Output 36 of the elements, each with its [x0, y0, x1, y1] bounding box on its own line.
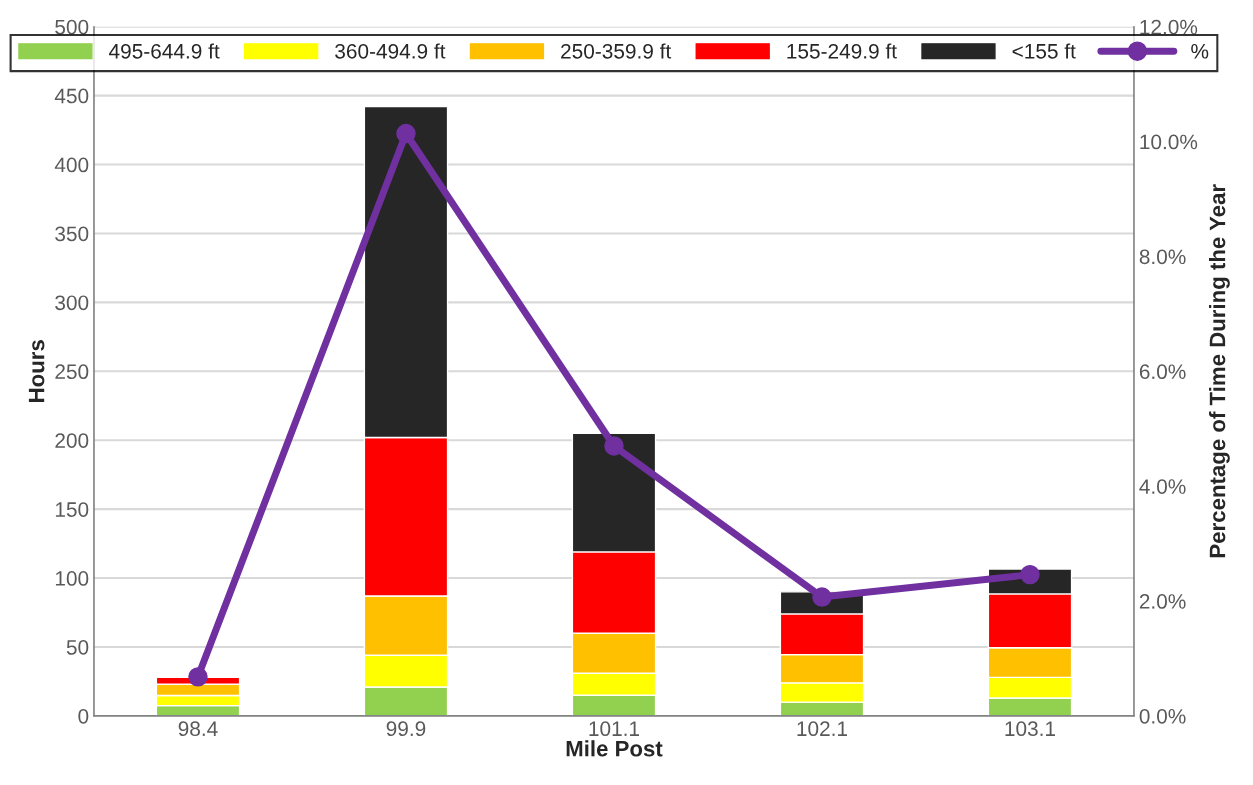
point [396, 123, 416, 144]
y-tick-label: 100 [55, 571, 89, 586]
y-tick-label: 250 [55, 364, 89, 380]
point [604, 436, 624, 456]
y2-tick-label: 4.0% [1139, 479, 1186, 494]
legend-label: 155-249.9 ft [787, 43, 897, 59]
x-tick-label: 98.4 [178, 721, 218, 737]
y2-tick-label: 10.0% [1140, 134, 1198, 150]
x-tick-label: 101.1 [589, 721, 640, 737]
y-tick-label: 150 [55, 502, 89, 517]
y-tick-label: 200 [55, 433, 89, 448]
y2-axis-title: Percentage of Time During the Year [1209, 184, 1230, 558]
y2-tick-label: 12.0% [1140, 19, 1198, 35]
x-axis-title: Mile Post [566, 740, 663, 757]
y-tick-label: 450 [54, 88, 89, 104]
y2-tick-label: 6.0% [1139, 364, 1186, 380]
legend-label: 360-494.9 ft [335, 43, 446, 59]
legend-label: 495-644.9 ft [109, 43, 220, 59]
y-tick-label: 400 [54, 157, 89, 173]
point [812, 587, 832, 607]
x-tick-label: 99.9 [386, 721, 426, 737]
y-tick-label: 300 [55, 295, 89, 311]
y2-tick-label: 8.0% [1139, 249, 1186, 265]
y-tick-label: 350 [55, 226, 89, 242]
y-axis-title: Hours [28, 340, 45, 402]
y2-tick-label: 0.0% [1139, 708, 1186, 724]
legend-label: <155 ft [1012, 43, 1076, 59]
y2-tick-label: 2.0% [1139, 594, 1186, 609]
y-tick-label: 500 [55, 19, 89, 35]
legend-label: 250-359.9 ft [561, 43, 672, 59]
x-tick-label: 102.1 [797, 721, 848, 737]
y-tick-label: 50 [66, 640, 89, 655]
point [188, 667, 208, 687]
x-tick-label: 103.1 [1005, 721, 1056, 737]
legend-label: % [1191, 44, 1209, 59]
y-tick-label: 0 [78, 708, 89, 724]
